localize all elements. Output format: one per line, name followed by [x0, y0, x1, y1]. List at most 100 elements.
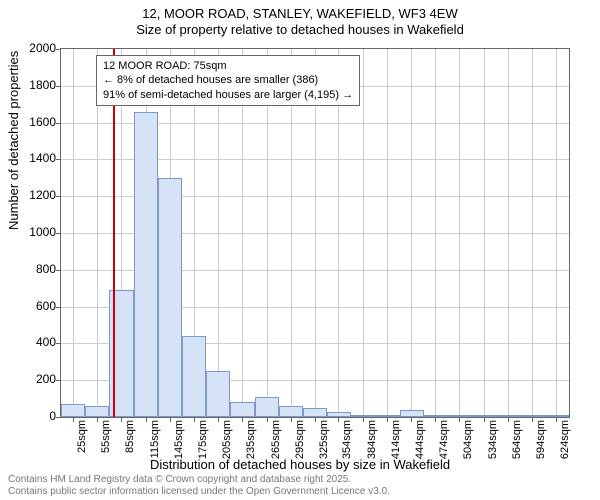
histogram-bar [206, 371, 230, 417]
gridline-v [387, 49, 388, 417]
xtick-label: 55sqm [100, 420, 112, 453]
xtick-label: 444sqm [414, 420, 426, 459]
gridline-v [73, 49, 74, 417]
xtick-label: 474sqm [438, 420, 450, 459]
xtick-label: 504sqm [462, 420, 474, 459]
xtick-label: 564sqm [511, 420, 523, 459]
histogram-bar [496, 415, 520, 417]
ytick-label: 0 [16, 409, 56, 423]
histogram-bar [182, 336, 206, 417]
ytick-label: 1800 [16, 78, 56, 92]
histogram-bar [303, 408, 327, 417]
xtick-mark [121, 417, 122, 422]
histogram-bar [424, 415, 448, 417]
xtick-label: 115sqm [149, 420, 161, 458]
ytick-mark [56, 307, 61, 308]
histogram-bar [61, 404, 85, 417]
xtick-label: 534sqm [487, 420, 499, 459]
ytick-label: 600 [16, 299, 56, 313]
x-axis-label: Distribution of detached houses by size … [0, 457, 600, 472]
xtick-label: 414sqm [390, 420, 402, 459]
xtick-mark [387, 417, 388, 422]
gridline-v [484, 49, 485, 417]
xtick-mark [459, 417, 460, 422]
xtick-label: 145sqm [173, 420, 185, 459]
xtick-label: 205sqm [221, 420, 233, 459]
gridline-v [363, 49, 364, 417]
chart-title: 12, MOOR ROAD, STANLEY, WAKEFIELD, WF3 4… [0, 0, 600, 39]
footnote-line-1: Contains HM Land Registry data © Crown c… [8, 474, 390, 486]
gridline-v [532, 49, 533, 417]
xtick-mark [532, 417, 533, 422]
chart-container: 12, MOOR ROAD, STANLEY, WAKEFIELD, WF3 4… [0, 0, 600, 500]
xtick-mark [146, 417, 147, 422]
ytick-mark [56, 196, 61, 197]
gridline-v [435, 49, 436, 417]
ytick-mark [56, 270, 61, 271]
histogram-bar [448, 415, 472, 417]
footnote-line-2: Contains public sector information licen… [8, 486, 390, 498]
xtick-mark [73, 417, 74, 422]
histogram-bar [230, 402, 254, 417]
ytick-mark [56, 380, 61, 381]
annotation-box: 12 MOOR ROAD: 75sqm ← 8% of detached hou… [96, 55, 360, 106]
xtick-label: 384sqm [366, 420, 378, 459]
ytick-label: 200 [16, 372, 56, 386]
footnote: Contains HM Land Registry data © Crown c… [8, 474, 390, 498]
histogram-bar [375, 415, 399, 417]
annotation-line-3: 91% of semi-detached houses are larger (… [103, 88, 353, 102]
ytick-mark [56, 49, 61, 50]
histogram-bar [255, 397, 279, 417]
histogram-bar [351, 415, 375, 417]
xtick-mark [338, 417, 339, 422]
xtick-label: 265sqm [270, 420, 282, 459]
xtick-label: 25sqm [76, 420, 88, 453]
ytick-mark [56, 233, 61, 234]
title-line-1: 12, MOOR ROAD, STANLEY, WAKEFIELD, WF3 4… [0, 6, 600, 22]
xtick-label: 85sqm [124, 420, 136, 453]
xtick-mark [556, 417, 557, 422]
ytick-mark [56, 343, 61, 344]
gridline-v [411, 49, 412, 417]
histogram-bar [279, 406, 303, 417]
histogram-bar [545, 415, 569, 417]
xtick-mark [218, 417, 219, 422]
ytick-mark [56, 123, 61, 124]
xtick-mark [363, 417, 364, 422]
annotation-line-2: ← 8% of detached houses are smaller (386… [103, 73, 353, 87]
xtick-mark [242, 417, 243, 422]
annotation-line-1: 12 MOOR ROAD: 75sqm [103, 59, 353, 73]
xtick-mark [170, 417, 171, 422]
ytick-label: 1400 [16, 151, 56, 165]
xtick-mark [291, 417, 292, 422]
ytick-label: 400 [16, 335, 56, 349]
histogram-bar [85, 406, 109, 417]
histogram-bar [327, 412, 351, 417]
xtick-label: 235sqm [245, 420, 257, 459]
xtick-mark [435, 417, 436, 422]
gridline-v [556, 49, 557, 417]
ytick-label: 1000 [16, 225, 56, 239]
ytick-label: 800 [16, 262, 56, 276]
xtick-mark [508, 417, 509, 422]
xtick-label: 175sqm [197, 420, 209, 459]
gridline-v [459, 49, 460, 417]
title-line-2: Size of property relative to detached ho… [0, 22, 600, 38]
xtick-mark [97, 417, 98, 422]
xtick-label: 295sqm [294, 420, 306, 459]
ytick-mark [56, 86, 61, 87]
xtick-label: 325sqm [318, 420, 330, 459]
histogram-bar [134, 112, 158, 417]
xtick-label: 624sqm [559, 420, 571, 459]
xtick-mark [411, 417, 412, 422]
histogram-bar [400, 410, 424, 417]
plot-area: 12 MOOR ROAD: 75sqm ← 8% of detached hou… [60, 48, 570, 418]
ytick-mark [56, 159, 61, 160]
histogram-bar [521, 415, 545, 417]
ytick-mark [56, 417, 61, 418]
ytick-label: 1600 [16, 115, 56, 129]
xtick-mark [267, 417, 268, 422]
gridline-v [508, 49, 509, 417]
xtick-mark [315, 417, 316, 422]
xtick-label: 594sqm [535, 420, 547, 459]
